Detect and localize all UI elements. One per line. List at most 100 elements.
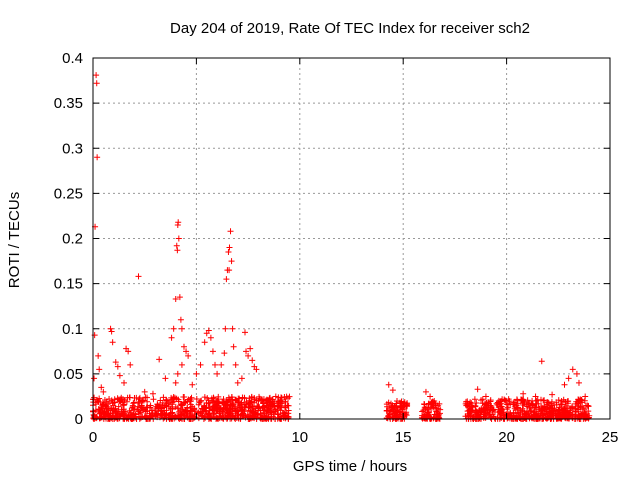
- data-point: [385, 381, 392, 388]
- data-point: [540, 412, 547, 419]
- data-point: [582, 393, 589, 400]
- data-point: [575, 402, 582, 409]
- data-point: [187, 405, 194, 412]
- data-point: [149, 412, 156, 419]
- data-point: [111, 406, 118, 413]
- data-point: [250, 408, 257, 415]
- data-point: [504, 405, 511, 412]
- data-point: [285, 395, 292, 402]
- data-point: [103, 409, 110, 416]
- data-point: [100, 388, 107, 395]
- data-point: [185, 352, 192, 359]
- data-point: [92, 401, 99, 408]
- data-point: [564, 400, 571, 407]
- data-point: [203, 410, 210, 417]
- data-point: [175, 235, 182, 242]
- data-point: [165, 403, 172, 410]
- data-point: [168, 334, 175, 341]
- data-point: [218, 414, 225, 421]
- data-point: [212, 361, 219, 368]
- data-point: [558, 401, 565, 408]
- grid-layer: [93, 58, 610, 419]
- data-point: [95, 352, 102, 359]
- data-point: [512, 406, 519, 413]
- data-point: [506, 412, 513, 419]
- data-point: [465, 413, 472, 420]
- data-point: [205, 327, 212, 334]
- y-tick-label: 0.35: [54, 95, 83, 112]
- data-point: [431, 411, 438, 418]
- data-point: [397, 411, 404, 418]
- data-point: [553, 410, 560, 417]
- data-point: [178, 325, 185, 332]
- data-point: [210, 411, 217, 418]
- data-point: [198, 397, 205, 404]
- data-point: [174, 370, 181, 377]
- data-point: [549, 391, 556, 398]
- data-point: [119, 399, 126, 406]
- data-point: [226, 244, 233, 251]
- data-point: [93, 80, 100, 87]
- data-point: [529, 401, 536, 408]
- data-point: [235, 398, 242, 405]
- data-point: [255, 397, 262, 404]
- data-point: [221, 350, 228, 357]
- x-axis-label: GPS time / hours: [293, 458, 407, 475]
- data-point: [468, 402, 475, 409]
- data-point: [491, 409, 498, 416]
- data-point: [485, 400, 492, 407]
- data-point: [156, 356, 163, 363]
- data-point: [434, 414, 441, 421]
- data-point: [197, 361, 204, 368]
- data-point: [562, 412, 569, 419]
- data-point: [124, 394, 131, 401]
- data-points: [90, 72, 593, 422]
- data-point: [180, 393, 187, 400]
- data-point: [265, 403, 272, 410]
- data-point: [286, 393, 293, 400]
- x-axis-ticks: 0 5 10 15 20 25: [89, 58, 618, 446]
- data-point: [467, 399, 474, 406]
- data-point: [567, 405, 574, 412]
- data-point: [210, 397, 217, 404]
- data-point: [97, 410, 104, 417]
- data-point: [139, 407, 146, 414]
- y-tick-label: 0.25: [54, 185, 83, 202]
- data-point: [177, 316, 184, 323]
- data-point: [218, 361, 225, 368]
- data-point: [575, 379, 582, 386]
- data-point: [248, 399, 255, 406]
- data-point: [135, 408, 142, 415]
- data-point: [206, 409, 213, 416]
- data-point: [183, 348, 190, 355]
- data-point: [249, 357, 256, 364]
- data-point: [517, 396, 524, 403]
- data-point: [193, 370, 200, 377]
- data-point: [547, 405, 554, 412]
- data-point: [487, 397, 494, 404]
- data-point: [572, 411, 579, 418]
- data-point: [259, 396, 266, 403]
- data-point: [169, 406, 176, 413]
- data-point: [172, 379, 179, 386]
- data-point: [538, 358, 545, 365]
- data-point: [215, 400, 222, 407]
- data-point: [561, 381, 568, 388]
- data-point: [157, 407, 164, 414]
- data-point: [123, 398, 130, 405]
- data-point: [121, 379, 128, 386]
- data-point: [435, 402, 442, 409]
- data-point: [163, 397, 170, 404]
- data-point: [225, 249, 232, 256]
- data-point: [125, 412, 132, 419]
- data-point: [112, 410, 119, 417]
- data-point: [132, 413, 139, 420]
- data-point: [91, 394, 98, 401]
- data-point: [176, 294, 183, 301]
- data-point: [400, 402, 407, 409]
- data-point: [140, 397, 147, 404]
- data-point: [193, 395, 200, 402]
- data-point: [107, 325, 114, 332]
- data-point: [497, 410, 504, 417]
- data-point: [404, 400, 411, 407]
